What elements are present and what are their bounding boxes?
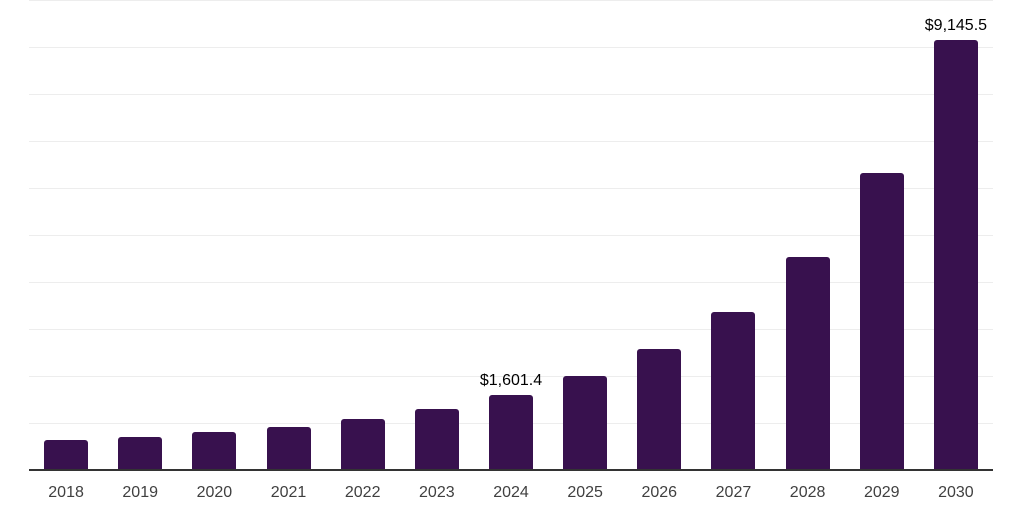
- gridline-2000: [29, 376, 993, 377]
- gridline-3000: [29, 329, 993, 330]
- x-tick-label-2018: 2018: [48, 484, 84, 501]
- bar-2022: [340, 419, 385, 470]
- x-tick-label-2020: 2020: [196, 484, 233, 501]
- x-tick-label-2025: 2025: [567, 484, 603, 501]
- gridline-10000: [29, 0, 993, 1]
- bar-2024: [489, 394, 533, 470]
- gridline-5000: [29, 235, 993, 236]
- bar-2021: [266, 426, 311, 470]
- bar-2020: [192, 431, 237, 470]
- x-tick-label-2026: 2026: [641, 484, 678, 501]
- gridline-4000: [29, 282, 993, 283]
- x-tick-label-2030: 2030: [938, 484, 974, 501]
- bar-2028: [785, 257, 830, 470]
- bar-2026: [637, 349, 682, 470]
- x-tick-label-2022: 2022: [344, 484, 381, 501]
- x-tick-label-2023: 2023: [419, 484, 455, 501]
- x-tick-label-2019: 2019: [122, 484, 158, 501]
- bar-2029: [859, 173, 904, 470]
- x-tick-label-2021: 2021: [270, 484, 307, 501]
- bar-2023: [414, 408, 459, 470]
- gridline-9000: [29, 47, 993, 48]
- gridline-7000: [29, 141, 993, 142]
- x-axis-tick-labels: 2018 2019 2020 2021 2022 2023 2024 2025 2026 2027…: [29, 483, 993, 505]
- bar-2025: [563, 376, 608, 470]
- gridline-6000: [29, 188, 993, 189]
- gridline-8000: [29, 94, 993, 95]
- data-label-2024: $1,601.4: [479, 371, 543, 389]
- x-tick-label-2027: 2027: [715, 484, 752, 501]
- bar-2030: [933, 40, 978, 470]
- data-label-2030: $9,145.5: [924, 17, 988, 35]
- x-tick-label-2029: 2029: [863, 484, 900, 501]
- x-axis-line: [29, 469, 993, 471]
- bar-2027: [711, 312, 756, 470]
- bar-2019: [118, 436, 163, 470]
- bar-2018: [44, 440, 89, 470]
- x-tick-label-2028: 2028: [789, 484, 826, 501]
- x-tick-label-2024: 2024: [493, 484, 529, 501]
- plot-area: $1,601.4 $9,145.5: [29, 0, 993, 470]
